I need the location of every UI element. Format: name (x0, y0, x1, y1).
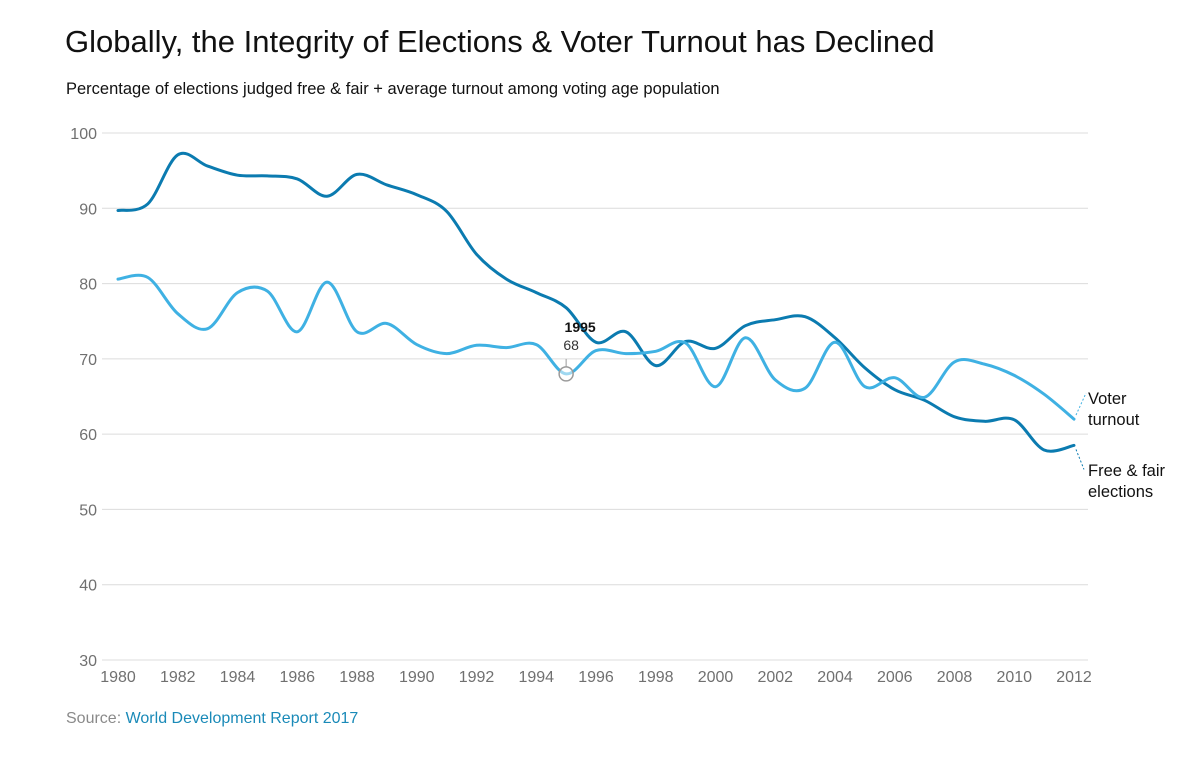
x-tick-label: 1980 (100, 669, 136, 686)
y-tick-label: 90 (79, 201, 97, 218)
tooltip-value: 68 (563, 337, 579, 353)
source-prefix: Source: (66, 710, 122, 727)
free-fair-label: Free & fair (1088, 462, 1166, 480)
x-tick-label: 1982 (160, 669, 196, 686)
source-link[interactable]: World Development Report 2017 (125, 710, 359, 727)
x-tick-label: 1994 (518, 669, 554, 686)
voter-turnout-label: turnout (1088, 411, 1140, 429)
chart-subtitle: Percentage of elections judged free & fa… (66, 80, 720, 98)
x-tick-label: 2000 (698, 669, 734, 686)
chart-title: Globally, the Integrity of Elections & V… (65, 24, 935, 59)
tooltip-year: 1995 (565, 319, 596, 335)
hover-tooltip: 1995 68 (558, 319, 596, 382)
series-lines (116, 151, 1076, 453)
gridlines (102, 132, 1088, 661)
y-axis-ticks: 30 40 50 60 70 80 90 100 (70, 126, 97, 670)
x-tick-label: 1984 (220, 669, 256, 686)
x-tick-label: 1988 (339, 669, 375, 686)
x-tick-label: 2002 (757, 669, 793, 686)
hover-marker (558, 366, 574, 382)
y-tick-label: 30 (79, 653, 97, 670)
y-tick-label: 50 (79, 502, 97, 519)
y-tick-label: 70 (79, 352, 97, 369)
voter-turnout-leader (1075, 392, 1087, 416)
x-tick-label: 2010 (996, 669, 1032, 686)
x-tick-label: 2006 (877, 669, 913, 686)
y-tick-label: 80 (79, 277, 97, 294)
x-tick-label: 1990 (399, 669, 435, 686)
x-tick-label: 2008 (937, 669, 973, 686)
x-tick-label: 2012 (1056, 669, 1092, 686)
y-tick-label: 40 (79, 578, 97, 595)
x-tick-label: 1992 (459, 669, 495, 686)
source-note: Source: World Development Report 2017 (66, 710, 358, 728)
voter-turnout-line (116, 273, 1076, 421)
free-fair-label: elections (1088, 483, 1153, 501)
free-fair-leader (1075, 449, 1085, 470)
x-tick-label: 1986 (279, 669, 315, 686)
series-labels: Voter turnout Free & fair elections (1075, 390, 1166, 501)
free-fair-elections-line (116, 151, 1076, 453)
x-tick-label: 2004 (817, 669, 853, 686)
x-tick-label: 1996 (578, 669, 614, 686)
x-tick-label: 1998 (638, 669, 674, 686)
y-tick-label: 60 (79, 427, 97, 444)
y-tick-label: 100 (70, 126, 97, 143)
voter-turnout-label: Voter (1088, 390, 1127, 408)
x-axis-ticks: 1980 1982 1984 1986 1988 1990 1992 1994 1996 1998… (100, 669, 1092, 686)
